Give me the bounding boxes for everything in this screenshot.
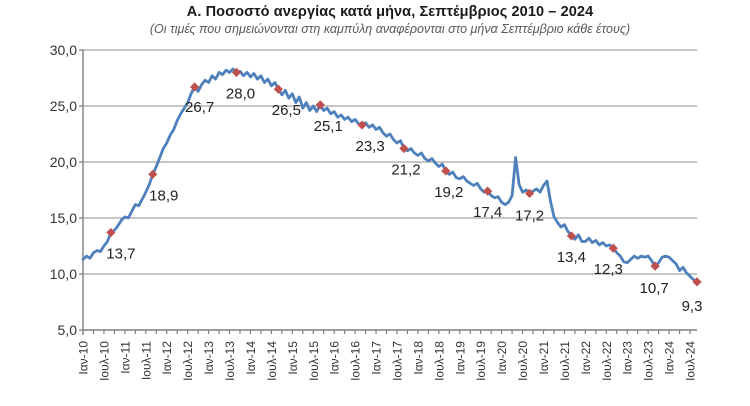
x-axis-label: Ιαν-11 bbox=[118, 341, 132, 374]
september-marker bbox=[399, 143, 409, 154]
y-axis-label: 10,0 bbox=[50, 266, 77, 282]
september-marker bbox=[357, 120, 367, 130]
september-value-label: 13,7 bbox=[106, 246, 135, 263]
x-axis-label: Ιαν-23 bbox=[621, 341, 635, 375]
chart-title: Α. Ποσοστό ανεργίας κατά μήνα, Σεπτέμβρι… bbox=[186, 4, 594, 20]
september-marker bbox=[608, 243, 618, 253]
x-axis-label: Ιουλ-22 bbox=[600, 341, 614, 381]
september-value-label: 23,3 bbox=[355, 138, 384, 155]
x-axis-label: Ιαν-16 bbox=[328, 341, 342, 375]
x-axis-label: Ιουλ-24 bbox=[684, 341, 698, 381]
x-axis-label: Ιαν-21 bbox=[537, 341, 551, 375]
x-axis-label: Ιαν-14 bbox=[244, 341, 258, 375]
september-marker bbox=[566, 231, 577, 241]
september-value-label: 28,0 bbox=[226, 85, 255, 102]
september-marker bbox=[650, 261, 660, 271]
y-axis-label: 20,0 bbox=[50, 154, 77, 170]
x-axis-label: Ιαν-20 bbox=[495, 341, 509, 375]
september-marker bbox=[231, 67, 242, 77]
x-axis-label: Ιαν-12 bbox=[160, 341, 174, 375]
september-value-label: 17,4 bbox=[473, 204, 502, 221]
september-marker bbox=[441, 166, 451, 176]
september-value-label: 21,2 bbox=[391, 162, 420, 179]
y-axis-label: 5,0 bbox=[58, 322, 78, 338]
y-axis-label: 15,0 bbox=[50, 210, 77, 226]
x-axis-label: Ιουλ-21 bbox=[558, 341, 572, 381]
x-axis-label: Ιουλ-17 bbox=[390, 341, 404, 381]
x-axis-label: Ιαν-10 bbox=[77, 341, 91, 375]
september-value-label: 9,3 bbox=[682, 298, 703, 315]
september-marker bbox=[148, 169, 158, 179]
x-axis-label: Ιουλ-23 bbox=[642, 341, 656, 381]
y-axis-label: 25,0 bbox=[50, 98, 77, 114]
chart-subtitle: (Οι τιμές που σημειώνονται στη καμπύλη α… bbox=[149, 22, 631, 36]
september-marker bbox=[692, 277, 702, 287]
september-marker bbox=[106, 227, 116, 238]
september-value-label: 18,9 bbox=[149, 187, 178, 204]
september-value-label: 17,2 bbox=[515, 207, 544, 224]
x-axis-label: Ιουλ-20 bbox=[516, 341, 530, 381]
x-axis-label: Ιουλ-14 bbox=[265, 341, 279, 381]
unemployment-line bbox=[81, 67, 699, 284]
x-axis-label: Ιαν-19 bbox=[453, 341, 467, 375]
september-marker bbox=[524, 188, 535, 198]
september-marker bbox=[190, 82, 200, 92]
x-axis-label: Ιαν-24 bbox=[663, 341, 677, 375]
september-value-label: 25,1 bbox=[314, 118, 343, 135]
september-value-label: 12,3 bbox=[594, 261, 623, 278]
x-axis-label: Ιαν-18 bbox=[411, 341, 425, 375]
x-axis-label: Ιουλ-19 bbox=[474, 341, 488, 381]
september-value-label: 10,7 bbox=[640, 280, 669, 297]
september-marker bbox=[483, 186, 493, 196]
september-value-label: 13,4 bbox=[557, 249, 586, 266]
x-axis-label: Ιουλ-15 bbox=[307, 341, 321, 381]
x-axis-label: Ιαν-22 bbox=[579, 341, 593, 375]
september-value-label: 26,5 bbox=[272, 102, 301, 119]
september-value-label: 26,7 bbox=[185, 99, 214, 116]
x-axis-label: Ιουλ-18 bbox=[432, 341, 446, 381]
x-axis-label: Ιαν-17 bbox=[370, 341, 384, 375]
x-axis-label: Ιαν-13 bbox=[202, 341, 216, 375]
x-axis-label: Ιουλ-10 bbox=[97, 341, 111, 381]
x-axis-label: Ιαν-15 bbox=[286, 341, 300, 375]
x-axis-label: Ιουλ-11 bbox=[139, 341, 153, 380]
x-axis-label: Ιουλ-16 bbox=[349, 341, 363, 381]
x-axis-label: Ιουλ-12 bbox=[181, 341, 195, 381]
september-marker bbox=[273, 84, 283, 94]
y-axis-label: 30,0 bbox=[50, 42, 77, 58]
x-axis-label: Ιουλ-13 bbox=[223, 341, 237, 381]
september-value-label: 19,2 bbox=[434, 184, 463, 201]
september-marker bbox=[315, 100, 325, 110]
